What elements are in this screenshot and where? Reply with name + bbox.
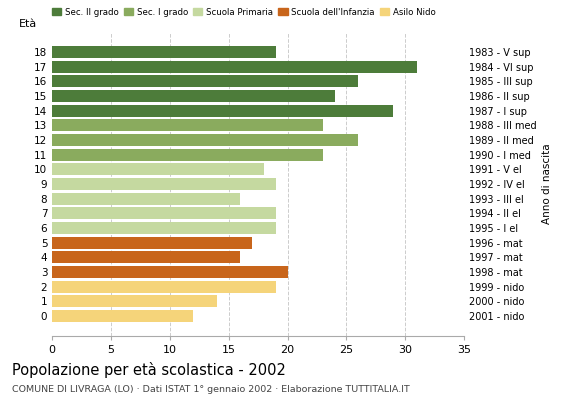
Bar: [52, 193, 241, 205]
Bar: [52, 119, 323, 131]
Bar: [52, 163, 264, 175]
Bar: [52, 149, 323, 161]
Bar: [52, 222, 276, 234]
Bar: [52, 266, 288, 278]
Bar: [52, 75, 358, 87]
Bar: [52, 237, 252, 249]
Bar: [52, 46, 276, 58]
Legend: Sec. II grado, Sec. I grado, Scuola Primaria, Scuola dell'Infanzia, Asilo Nido: Sec. II grado, Sec. I grado, Scuola Prim…: [48, 4, 439, 20]
Text: Popolazione per età scolastica - 2002: Popolazione per età scolastica - 2002: [12, 362, 285, 378]
Bar: [52, 60, 417, 72]
Bar: [52, 90, 335, 102]
Bar: [52, 104, 393, 116]
Bar: [52, 178, 276, 190]
Bar: [52, 310, 193, 322]
Y-axis label: Anno di nascita: Anno di nascita: [542, 144, 552, 224]
Bar: [52, 134, 358, 146]
Bar: [52, 281, 276, 293]
Text: COMUNE DI LIVRAGA (LO) · Dati ISTAT 1° gennaio 2002 · Elaborazione TUTTITALIA.IT: COMUNE DI LIVRAGA (LO) · Dati ISTAT 1° g…: [12, 385, 409, 394]
Bar: [52, 252, 241, 264]
Text: Età: Età: [19, 19, 38, 29]
Bar: [52, 207, 276, 219]
Bar: [52, 296, 217, 308]
